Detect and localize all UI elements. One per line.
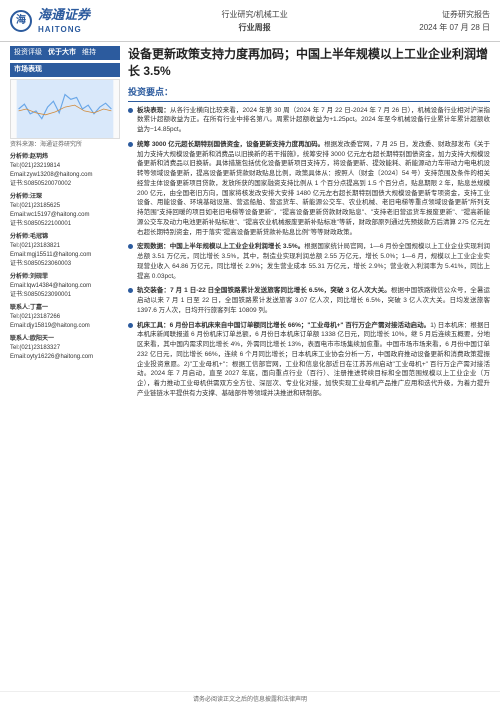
rating-status: 维持 <box>82 48 96 58</box>
analyst-name: 联系人:丁嘉一 <box>10 304 120 313</box>
analyst-list: 分析师:赵玥炜Tel:(021)23219814Email:zyw13208@h… <box>10 153 120 362</box>
analyst-email: Email:djy15819@haitong.com <box>10 322 120 331</box>
bullet-list: 板块表现：从各行业横向比较来看，2024 年第 30 周（2024 年 7 月 … <box>128 106 490 399</box>
analyst-cert: 证书:S0850523060003 <box>10 260 120 269</box>
report-category: 行业研究/机械工业 <box>90 9 419 20</box>
perf-header: 市场表现 <box>10 63 120 77</box>
bullet-text: 宏观数据：中国上半年规模以上工业企业利润增长 3.5%。根据国家统计局官网，1—… <box>137 242 490 281</box>
analyst-block: 分析师:刘砚菲Email:lqw14384@haitong.com证书:S085… <box>10 273 120 300</box>
analyst-tel: Tel:(021)23187266 <box>10 313 120 322</box>
analyst-email: Email:wc15197@haitong.com <box>10 211 120 220</box>
performance-chart <box>10 79 120 139</box>
analyst-tel: Tel:(021)23185625 <box>10 202 120 211</box>
bullet-dot-icon <box>128 244 133 249</box>
report-type: 行业周报 <box>90 22 419 33</box>
analyst-name: 分析师:刘砚菲 <box>10 273 120 282</box>
analyst-email: Email:zyw13208@haitong.com <box>10 171 120 180</box>
footer-disclaimer: 请务必阅读正文之后的信息披露和法律声明 <box>0 691 500 708</box>
report-class: 证券研究报告 <box>419 9 490 20</box>
bullet-dot-icon <box>128 323 133 328</box>
analyst-tel: Tel:(021)23183327 <box>10 344 120 353</box>
bullet-item: 轨交装备：7 月 1 日-22 日全国铁路累计发送旅客同比增长 6.5%，突破 … <box>128 286 490 315</box>
header-right: 证券研究报告 2024 年 07 月 28 日 <box>419 9 490 33</box>
analyst-tel: Tel:(021)23183821 <box>10 242 120 251</box>
bullet-dot-icon <box>128 108 133 113</box>
analyst-name: 分析师:毛冠锦 <box>10 233 120 242</box>
header-category: 行业研究/机械工业 行业周报 <box>90 9 419 33</box>
analyst-cert: 证书:S0850523090001 <box>10 291 120 300</box>
analyst-name: 联系人:欧阳天一 <box>10 335 120 344</box>
analyst-block: 联系人:欧阳天一Tel:(021)23183327Email:oyty16226… <box>10 335 120 362</box>
logo-en: HAITONG <box>38 24 90 35</box>
analyst-block: 分析师:汪琛Tel:(021)23185625Email:wc15197@hai… <box>10 193 120 229</box>
logo-cn: 海通证券 <box>38 6 90 24</box>
rating-label: 投资评级 <box>14 48 42 58</box>
logo-block: 海 海通证券 HAITONG <box>10 6 90 35</box>
logo-icon: 海 <box>10 10 32 32</box>
rating-value: 优于大市 <box>48 48 76 58</box>
report-title: 设备更新政策支持力度再加码；中国上半年规模以上工业企业利润增长 3.5% <box>128 46 490 80</box>
analyst-email: Email:lqw14384@haitong.com <box>10 282 120 291</box>
analyst-cert: 证书:S0850520070002 <box>10 180 120 189</box>
analyst-email: Email:oyty16226@haitong.com <box>10 353 120 362</box>
sidebar: 投资评级 优于大市 维持 市场表现 资料来源：海通证券研究所 分析师:赵玥炜Te… <box>10 46 120 403</box>
analyst-block: 分析师:赵玥炜Tel:(021)23219814Email:zyw13208@h… <box>10 153 120 189</box>
analyst-block: 分析师:毛冠锦Tel:(021)23183821Email:mgj15511@h… <box>10 233 120 269</box>
report-date: 2024 年 07 月 28 日 <box>419 22 490 33</box>
bullet-text: 统筹 3000 亿元超长期特别国债资金，设备更新支持力度再加码。根据发改委官网，… <box>137 140 490 238</box>
bullet-dot-icon <box>128 288 133 293</box>
bullet-item: 统筹 3000 亿元超长期特别国债资金，设备更新支持力度再加码。根据发改委官网，… <box>128 140 490 238</box>
chart-source: 资料来源：海通证券研究所 <box>10 141 120 149</box>
analyst-cert: 证书:S0850522100001 <box>10 220 120 229</box>
report-header: 海 海通证券 HAITONG 行业研究/机械工业 行业周报 证券研究报告 202… <box>0 0 500 42</box>
bullet-item: 板块表现：从各行业横向比较来看，2024 年第 30 周（2024 年 7 月 … <box>128 106 490 135</box>
bullet-text: 机床工具：6 月份日本机床来自中国订单额同比增长 66%；"工业母机+" 百行万… <box>137 321 490 399</box>
bullet-dot-icon <box>128 142 133 147</box>
bullet-text: 轨交装备：7 月 1 日-22 日全国铁路累计发送旅客同比增长 6.5%，突破 … <box>137 286 490 315</box>
chart-svg <box>11 80 119 138</box>
analyst-tel: Tel:(021)23219814 <box>10 162 120 171</box>
analyst-email: Email:mgj15511@haitong.com <box>10 251 120 260</box>
main-content: 设备更新政策支持力度再加码；中国上半年规模以上工业企业利润增长 3.5% 投资要… <box>128 46 490 403</box>
analyst-block: 联系人:丁嘉一Tel:(021)23187266Email:djy15819@h… <box>10 304 120 331</box>
bullet-text: 板块表现：从各行业横向比较来看，2024 年第 30 周（2024 年 7 月 … <box>137 106 490 135</box>
section-title: 投资要点： <box>128 86 490 102</box>
bullet-item: 宏观数据：中国上半年规模以上工业企业利润增长 3.5%。根据国家统计局官网，1—… <box>128 242 490 281</box>
bullet-item: 机床工具：6 月份日本机床来自中国订单额同比增长 66%；"工业母机+" 百行万… <box>128 321 490 399</box>
analyst-name: 分析师:赵玥炜 <box>10 153 120 162</box>
analyst-name: 分析师:汪琛 <box>10 193 120 202</box>
rating-bar: 投资评级 优于大市 维持 <box>10 46 120 60</box>
